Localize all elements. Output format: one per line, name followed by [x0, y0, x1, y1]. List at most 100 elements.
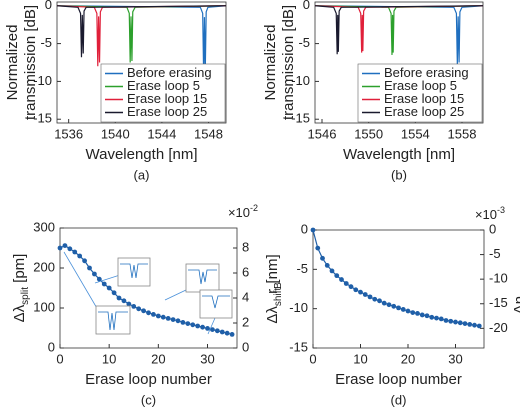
legend-label: Erase loop 25 — [384, 104, 464, 119]
point — [320, 255, 325, 261]
panel-caption: (b) — [391, 167, 407, 182]
series-line — [312, 229, 480, 327]
y-tick-label: -5 — [296, 261, 308, 276]
point — [472, 322, 477, 328]
y2-tick-label: 8 — [242, 239, 249, 254]
series-line — [314, 5, 484, 55]
point — [155, 313, 161, 319]
series-line — [56, 5, 227, 67]
point — [170, 317, 176, 322]
point — [358, 289, 363, 295]
point — [141, 308, 146, 314]
x-tick-label: 1558 — [448, 126, 477, 141]
x-tick-label: 20 — [401, 351, 415, 366]
x-tick-label: 0 — [56, 351, 63, 366]
series-line — [56, 5, 227, 74]
multiplier-base: ×10 — [475, 207, 497, 222]
point — [329, 268, 335, 274]
y-axis-label: Normalized — [4, 25, 21, 101]
point — [101, 281, 107, 287]
point — [415, 310, 420, 316]
legend-label: Erase loop 25 — [127, 104, 207, 119]
point — [438, 316, 444, 322]
point — [467, 322, 473, 327]
point — [386, 302, 392, 308]
y2-tick-label: 0 — [242, 339, 249, 354]
point — [219, 329, 225, 335]
point — [400, 307, 406, 312]
y-tick-label: -10 — [33, 73, 52, 88]
y-tick-label: -5 — [298, 35, 310, 50]
point — [62, 243, 68, 249]
point — [165, 316, 171, 321]
y2-tick-label: -5 — [489, 246, 501, 261]
y2-tick-label: -15 — [489, 295, 508, 310]
point — [190, 322, 196, 328]
axes-box — [56, 1, 227, 124]
point — [391, 303, 397, 309]
y2-axis-label-main: Δn — [511, 296, 520, 314]
point — [200, 324, 205, 330]
y2-axis-label-main: r — [264, 289, 281, 294]
x-tick-label: 20 — [151, 351, 165, 366]
point — [175, 318, 181, 324]
point — [136, 306, 142, 312]
point — [185, 321, 191, 326]
y-axis-label-main: Δλ — [264, 306, 281, 324]
legend-label: Erase loop 15 — [127, 91, 207, 106]
y2-tick-label: 2 — [242, 314, 249, 329]
point — [353, 287, 359, 293]
axes-box — [59, 227, 238, 349]
x-tick-label: 1550 — [354, 126, 383, 141]
point — [67, 246, 73, 252]
point — [367, 294, 373, 300]
point — [434, 315, 439, 321]
y-tick-label: 0 — [301, 221, 308, 236]
x-axis-label: Erase loop number — [335, 371, 462, 388]
y-axis-label-main: Δλ — [11, 304, 28, 322]
y-tick-label: -15 — [291, 111, 310, 126]
point — [116, 295, 122, 301]
point — [195, 323, 201, 329]
y-axis-label: Normalized — [262, 25, 279, 101]
point — [396, 305, 401, 311]
x-tick-label: 1548 — [194, 126, 223, 141]
point — [214, 328, 220, 334]
y-tick-label: -10 — [291, 73, 310, 88]
point — [126, 301, 132, 307]
point — [151, 312, 156, 317]
y2-axis-label-sub: B — [273, 282, 284, 289]
y-axis-label: Δλsplit [pm] — [11, 254, 31, 323]
point — [310, 227, 316, 233]
point — [410, 310, 416, 315]
point — [448, 318, 454, 324]
y-tick-label: 300 — [33, 219, 55, 234]
point — [424, 313, 430, 319]
point — [87, 265, 92, 271]
point — [419, 312, 425, 318]
x-tick-label: 0 — [309, 351, 316, 366]
point — [443, 318, 449, 323]
series-line — [56, 5, 227, 58]
x-tick-label: 1544 — [147, 126, 176, 141]
point — [453, 319, 458, 325]
point — [343, 281, 349, 286]
y-axis-label-sub: split — [20, 287, 31, 305]
y-tick-label: -10 — [289, 300, 308, 315]
multiplier-exp: -2 — [250, 203, 258, 213]
panel-caption: (c) — [141, 392, 156, 407]
legend-label: Before erasing — [384, 65, 469, 80]
point — [372, 296, 378, 302]
point — [205, 326, 210, 331]
y2-multiplier: ×10-2 — [228, 203, 258, 220]
point — [180, 320, 186, 325]
point — [405, 308, 411, 314]
point — [92, 271, 97, 277]
y2-axis-label: ΔnGeSbS — [511, 263, 520, 314]
y2-tick-label: 6 — [242, 264, 249, 279]
y2-multiplier: ×10-3 — [475, 205, 505, 222]
point — [377, 298, 382, 304]
y-tick-label: -5 — [40, 35, 52, 50]
